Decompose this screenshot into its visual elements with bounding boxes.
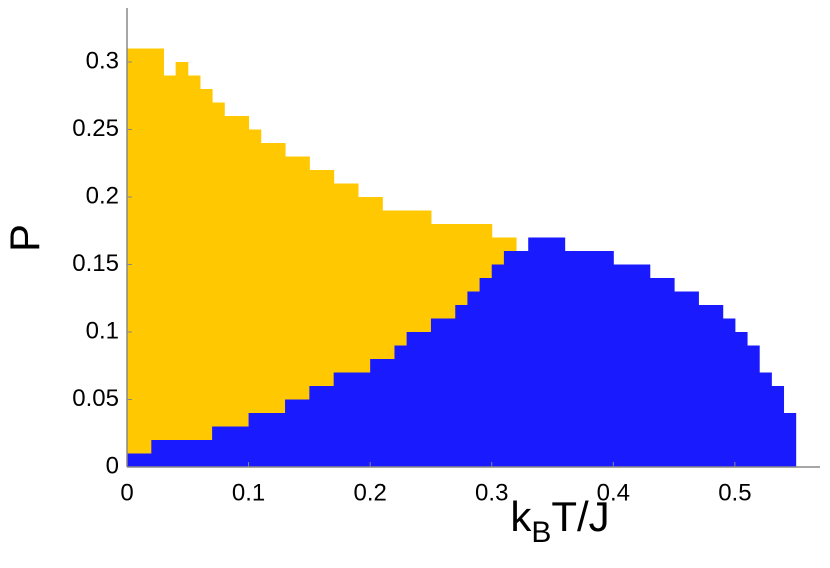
bar: [127, 48, 140, 467]
x-tick-label: 0: [120, 479, 133, 506]
bar: [163, 440, 177, 467]
bar: [224, 116, 237, 467]
bar: [199, 440, 213, 467]
bar: [516, 251, 529, 467]
bar: [443, 318, 456, 467]
bar: [139, 453, 152, 467]
bar: [248, 129, 262, 467]
bar: [272, 413, 286, 467]
bar: [625, 264, 639, 467]
x-label-sub: B: [531, 516, 551, 549]
bar: [187, 440, 201, 467]
bar: [272, 143, 286, 467]
bar: [285, 399, 298, 467]
bar: [783, 413, 797, 467]
y-tick-label: 0.25: [72, 115, 119, 142]
bar: [127, 453, 140, 467]
bar: [163, 75, 177, 467]
bar: [406, 332, 420, 467]
y-tick-label: 0.1: [86, 317, 119, 344]
bar: [151, 440, 164, 467]
bar: [260, 143, 274, 467]
bar: [333, 372, 347, 467]
bar: [613, 264, 626, 467]
x-label-main: k: [510, 493, 532, 540]
bar: [479, 278, 493, 467]
bar: [722, 318, 736, 467]
bar: [199, 89, 213, 467]
bar: [540, 237, 554, 467]
y-tick-label: 0: [106, 452, 119, 479]
y-tick-label: 0.3: [86, 47, 119, 74]
bar: [637, 264, 651, 467]
y-tick-label: 0.15: [72, 250, 119, 277]
x-tick-label: 0.3: [475, 479, 508, 506]
bar: [236, 426, 250, 467]
bar: [212, 102, 225, 467]
x-tick-label: 0.1: [232, 479, 265, 506]
bar: [187, 75, 201, 467]
bar: [564, 251, 578, 467]
y-tick-label: 0.2: [86, 182, 119, 209]
bar: [297, 156, 310, 467]
bar: [503, 251, 517, 467]
bar: [175, 440, 189, 467]
bar: [528, 237, 541, 467]
bar: [759, 372, 772, 467]
bar: [297, 399, 310, 467]
bar: [236, 116, 250, 467]
bar: [649, 278, 663, 467]
bar: [710, 305, 724, 467]
bar: [224, 426, 237, 467]
bar: [734, 332, 748, 467]
bar: [418, 332, 432, 467]
bar: [661, 278, 675, 467]
x-tick-label: 0.5: [718, 479, 751, 506]
bar: [491, 264, 505, 467]
bar: [175, 62, 189, 467]
x-label-rest: T/J: [551, 493, 609, 540]
bar: [698, 305, 712, 467]
bar: [467, 291, 481, 467]
bar: [139, 48, 152, 467]
bar: [771, 386, 785, 467]
bar: [345, 372, 359, 467]
bar: [151, 48, 164, 467]
x-tick-label: 0.4: [597, 479, 630, 506]
bar: [260, 413, 274, 467]
bar: [321, 386, 335, 467]
bar: [382, 359, 395, 467]
bar: [394, 345, 408, 467]
bar: [285, 156, 298, 467]
bar: [455, 305, 468, 467]
bar: [747, 345, 760, 467]
bar: [589, 251, 602, 467]
bar: [248, 413, 262, 467]
y-axis-label: P: [1, 224, 48, 252]
bar: [212, 426, 225, 467]
bar: [430, 318, 444, 467]
x-axis-label: kBT/J: [510, 493, 609, 549]
bar: [358, 372, 371, 467]
bar: [686, 291, 699, 467]
bar: [370, 359, 383, 467]
y-tick-label: 0.05: [72, 385, 119, 412]
bar: [552, 237, 566, 467]
bar: [601, 251, 614, 467]
x-tick-label: 0.2: [353, 479, 386, 506]
bar: [674, 291, 687, 467]
bar: [309, 386, 323, 467]
bar: [576, 251, 590, 467]
